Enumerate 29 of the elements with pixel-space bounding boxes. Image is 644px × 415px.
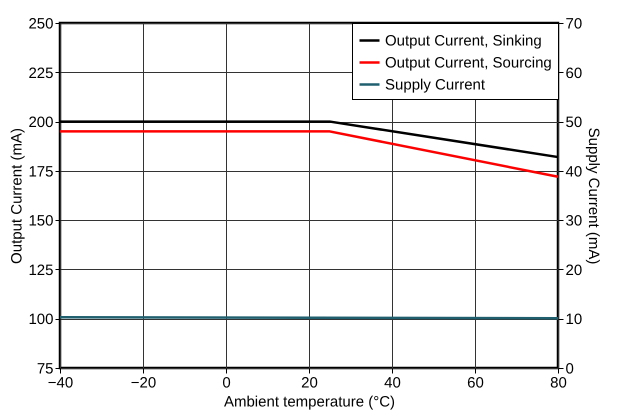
y2-tick-label: 20	[566, 262, 582, 279]
x-axis-title: Ambient temperature (°C)	[224, 394, 396, 410]
x-tick-label: 80	[550, 374, 567, 392]
y2-tick-label: 70	[566, 16, 582, 32]
y-tick-label: 225	[28, 64, 54, 82]
x-tick-label: −40	[48, 374, 74, 392]
y-axis-title: Output Current (mA)	[8, 128, 26, 264]
y-tick-label: 250	[28, 16, 54, 32]
y-tick-label: 200	[28, 114, 54, 132]
legend-label: Output Current, Sourcing	[385, 54, 552, 72]
y-tick-label: 175	[28, 163, 54, 180]
legend-label: Output Current, Sinking	[385, 32, 542, 50]
x-tick-label: 20	[301, 374, 318, 392]
y2-tick-label: 40	[566, 163, 582, 180]
y-tick-label: 75	[36, 360, 54, 378]
y-tick-label: 150	[28, 212, 54, 230]
y2-tick-label: 10	[566, 311, 582, 328]
x-tick-label: 60	[467, 374, 484, 392]
x-tick-label: −20	[130, 374, 156, 392]
x-tick-label: 0	[222, 374, 231, 392]
legend-label: Supply Current	[385, 76, 486, 94]
y2-tick-label: 30	[566, 212, 582, 230]
x-tick-label: 40	[384, 374, 401, 392]
y-tick-label: 100	[28, 311, 54, 328]
y-tick-label: 125	[28, 262, 54, 279]
y2-axis-title: Supply Current (mA)	[585, 128, 602, 264]
y2-tick-label: 60	[566, 64, 582, 82]
y2-tick-label: 50	[566, 114, 582, 132]
y2-tick-label: 0	[566, 360, 574, 378]
